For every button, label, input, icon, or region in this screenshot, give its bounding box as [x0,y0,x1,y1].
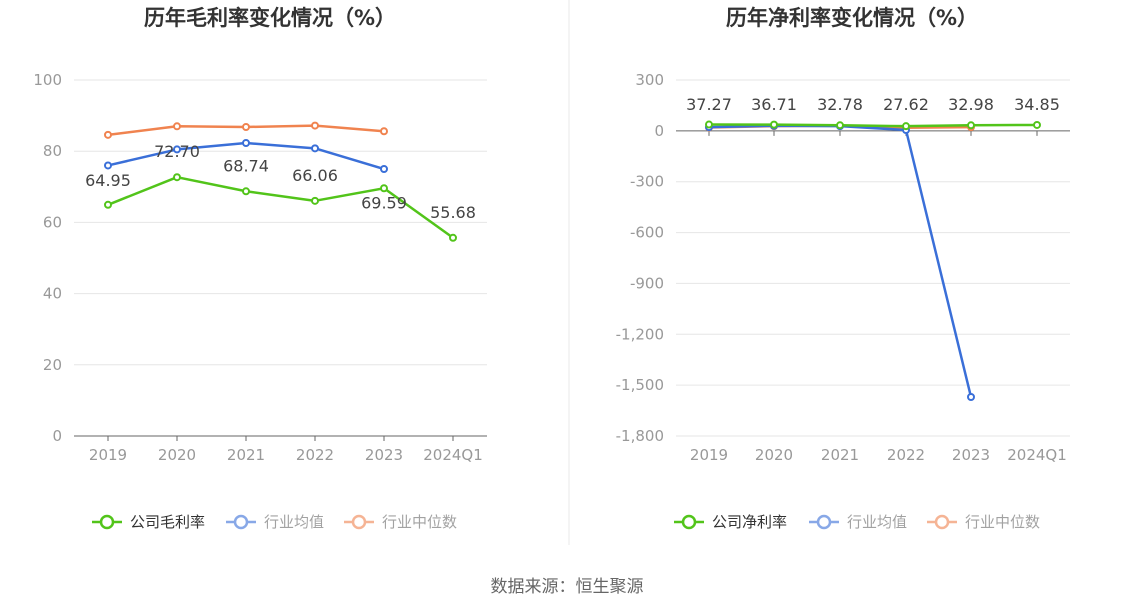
gross-margin-chart: 历年毛利率变化情况（%） 0 20 40 60 80 100 2019 2020 2021 202… [33,6,487,531]
y-tick-label: -1,800 [616,427,664,445]
data-label: 68.74 [223,156,269,175]
y-tick-label: 20 [43,356,62,374]
series-line [708,123,1038,128]
data-point[interactable] [311,144,319,153]
y-tick-label: 40 [43,285,62,303]
y-tick-label: -600 [630,224,664,242]
x-tick-label: 2024Q1 [1007,446,1067,464]
data-label: 55.68 [430,203,476,222]
y-tick-label: 0 [654,122,664,140]
y-tick-label: -900 [630,274,664,292]
legend-marker-icon [816,514,832,530]
data-point[interactable] [311,196,319,205]
x-tick-label: 2022 [296,446,334,464]
x-tick-label: 2020 [158,446,196,464]
data-point[interactable] [173,173,181,182]
chart-title: 历年净利率变化情况（%） [726,6,978,30]
legend-marker-icon [99,514,115,530]
data-label: 32.98 [948,95,994,114]
legend-marker-icon [681,514,697,530]
series-line [708,124,973,398]
legend-label: 行业中位数 [965,513,1040,531]
legend-label: 行业均值 [264,513,324,531]
data-point[interactable] [173,122,181,131]
y-tick-label: 100 [33,71,62,89]
data-label: 64.95 [85,171,131,190]
legend-marker-icon [351,514,367,530]
data-point[interactable] [836,121,844,130]
net-margin-chart: 历年净利率变化情况（%） 300 0 -300 -600 -900 -1,200 -1,50… [616,6,1070,531]
legend-item[interactable]: 行业中位数 [927,513,1040,531]
chart-title: 历年毛利率变化情况（%） [144,6,396,30]
data-label: 69.59 [361,193,407,212]
y-tick-label: -300 [630,173,664,191]
data-point[interactable] [311,121,319,130]
data-point[interactable] [770,120,778,129]
x-tick-label: 2021 [821,446,859,464]
legend-item[interactable]: 公司毛利率 [92,513,205,531]
series-line [107,175,454,239]
data-point[interactable] [104,200,112,209]
source-note: 数据来源：恒生聚源 [490,577,644,597]
data-point[interactable] [104,130,112,139]
legend-label: 行业中位数 [382,513,457,531]
data-label: 32.78 [817,95,863,114]
legend-marker-icon [233,514,249,530]
y-tick-label: -1,200 [616,325,664,343]
x-tick-label: 2019 [690,446,728,464]
y-tick-label: 300 [635,71,664,89]
x-tick-label: 2019 [89,446,127,464]
data-point[interactable] [449,233,457,242]
data-point[interactable] [967,393,975,402]
data-label: 66.06 [292,166,338,185]
data-point[interactable] [967,121,975,130]
legend-label: 公司净利率 [712,513,787,531]
data-point[interactable] [104,161,112,170]
x-tick-label: 2023 [365,446,403,464]
data-point[interactable] [380,127,388,136]
x-tick-label: 2022 [887,446,925,464]
data-point[interactable] [173,145,181,154]
x-tick-label: 2023 [952,446,990,464]
legend-item[interactable]: 公司净利率 [674,513,787,531]
legend-label: 公司毛利率 [130,513,205,531]
data-point[interactable] [380,165,388,173]
data-label: 72.70 [154,142,200,161]
data-point[interactable] [242,187,250,196]
legend-item[interactable]: 行业均值 [809,513,907,531]
data-label: 36.71 [751,95,797,114]
y-tick-label: 60 [43,213,62,231]
data-label: 34.85 [1014,95,1060,114]
legend-item[interactable]: 行业中位数 [344,513,457,531]
legend-marker-icon [934,514,950,530]
data-point[interactable] [242,139,250,148]
legend-item[interactable]: 行业均值 [226,513,324,531]
data-point[interactable] [380,184,388,193]
data-label: 27.62 [883,95,929,114]
legend-label: 行业均值 [847,513,907,531]
x-tick-label: 2020 [755,446,793,464]
y-tick-label: -1,500 [616,376,664,394]
x-tick-label: 2021 [227,446,265,464]
data-point[interactable] [902,122,910,131]
x-tick-label: 2024Q1 [423,446,483,464]
data-point[interactable] [242,122,250,131]
data-point[interactable] [705,120,713,129]
y-tick-label: 0 [52,427,62,445]
data-label: 37.27 [686,95,732,114]
data-point[interactable] [1033,120,1041,129]
y-tick-label: 80 [43,142,62,160]
